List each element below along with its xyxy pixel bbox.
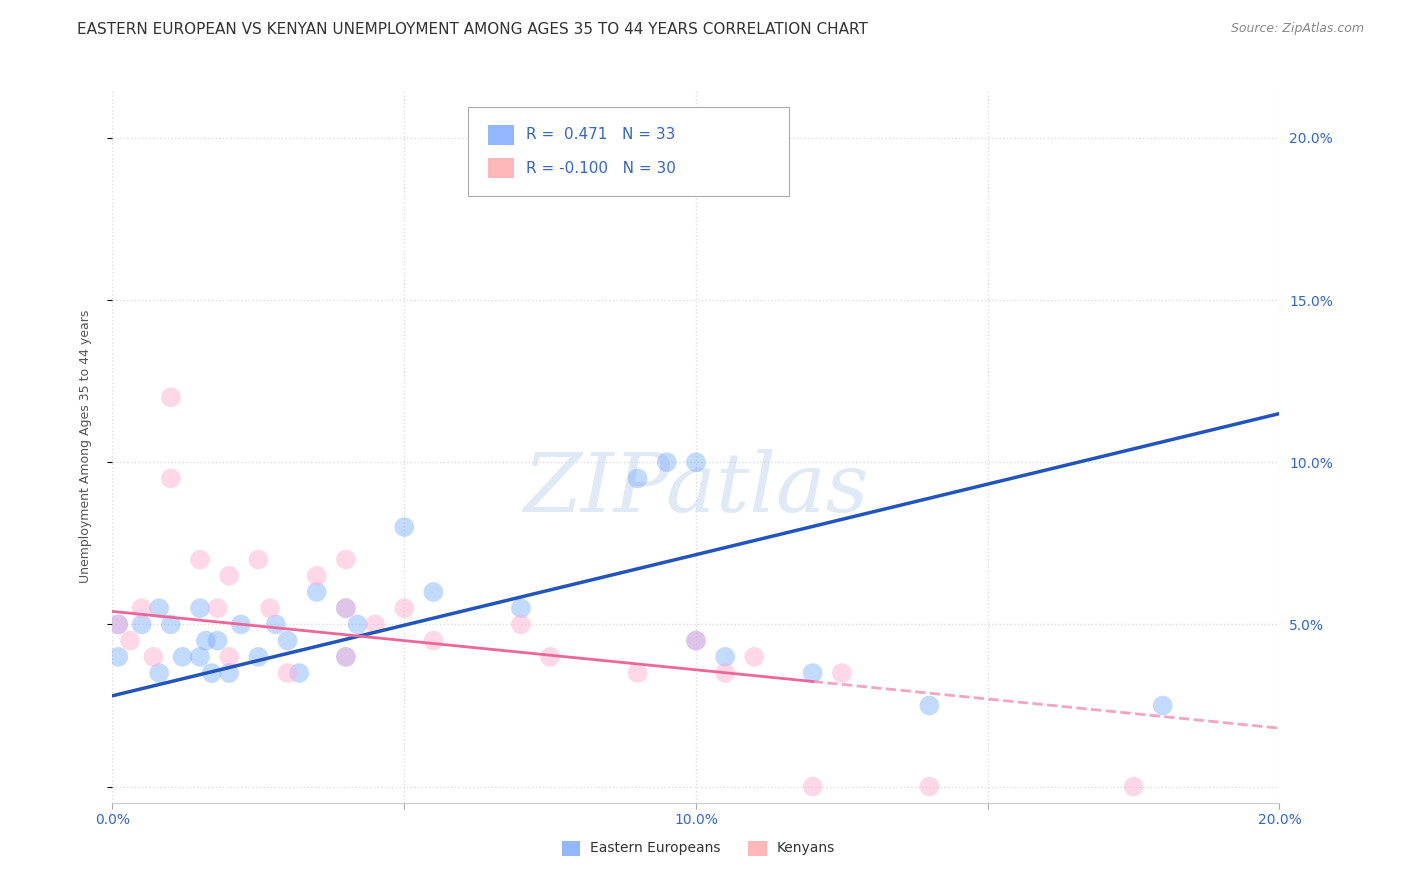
Text: ZIPatlas: ZIPatlas (523, 449, 869, 529)
Bar (488, 125, 515, 145)
Point (685, 455, 707, 469)
Point (801, 780, 824, 794)
Bar (488, 159, 515, 178)
Point (276, 666, 298, 681)
Point (394, 520, 416, 534)
Point (742, 649, 765, 664)
Point (276, 633, 298, 648)
Point (335, 649, 357, 664)
Point (918, 780, 941, 794)
Point (918, 698, 941, 713)
Point (1122, 780, 1144, 794)
Point (335, 552, 357, 566)
Point (801, 666, 824, 681)
Point (142, 649, 165, 664)
Point (194, 633, 217, 648)
Bar (562, 840, 581, 856)
Point (218, 666, 240, 681)
Point (218, 568, 240, 582)
Point (394, 601, 416, 615)
Text: Source: ZipAtlas.com: Source: ZipAtlas.com (1230, 22, 1364, 36)
Point (305, 585, 328, 599)
Point (685, 633, 707, 648)
Point (655, 455, 678, 469)
Point (264, 617, 287, 632)
Point (207, 633, 229, 648)
FancyBboxPatch shape (468, 107, 789, 196)
Bar (748, 840, 768, 856)
Point (131, 601, 153, 615)
Text: Kenyans: Kenyans (776, 841, 835, 855)
Point (188, 601, 211, 615)
Point (714, 649, 737, 664)
Point (509, 617, 531, 632)
Point (509, 601, 531, 615)
Y-axis label: Unemployment Among Ages 35 to 44 years: Unemployment Among Ages 35 to 44 years (79, 310, 91, 582)
Point (218, 649, 240, 664)
Point (1152, 698, 1174, 713)
Point (107, 649, 129, 664)
Point (627, 666, 650, 681)
Point (627, 471, 650, 485)
Point (207, 601, 229, 615)
Text: R =  0.471   N = 33: R = 0.471 N = 33 (526, 128, 675, 143)
Point (422, 633, 444, 648)
Point (201, 666, 224, 681)
Text: EASTERN EUROPEAN VS KENYAN UNEMPLOYMENT AMONG AGES 35 TO 44 YEARS CORRELATION CH: EASTERN EUROPEAN VS KENYAN UNEMPLOYMENT … (77, 22, 869, 37)
Point (160, 617, 183, 632)
Point (259, 601, 281, 615)
Text: Eastern Europeans: Eastern Europeans (589, 841, 720, 855)
Point (538, 649, 561, 664)
Point (160, 390, 183, 404)
Point (247, 649, 270, 664)
Point (172, 649, 194, 664)
Point (335, 601, 357, 615)
Point (288, 666, 311, 681)
Point (685, 633, 707, 648)
Text: R = -0.100   N = 30: R = -0.100 N = 30 (526, 161, 675, 176)
Point (131, 617, 153, 632)
Point (714, 666, 737, 681)
Point (160, 471, 183, 485)
Point (118, 633, 141, 648)
Point (107, 617, 129, 632)
Point (229, 617, 252, 632)
Point (346, 617, 368, 632)
Point (148, 666, 170, 681)
Point (364, 617, 387, 632)
Point (335, 601, 357, 615)
Point (188, 552, 211, 566)
Point (305, 568, 328, 582)
Point (422, 585, 444, 599)
Point (148, 601, 170, 615)
Point (188, 649, 211, 664)
Point (107, 617, 129, 632)
Point (335, 649, 357, 664)
Point (247, 552, 270, 566)
Point (831, 666, 853, 681)
